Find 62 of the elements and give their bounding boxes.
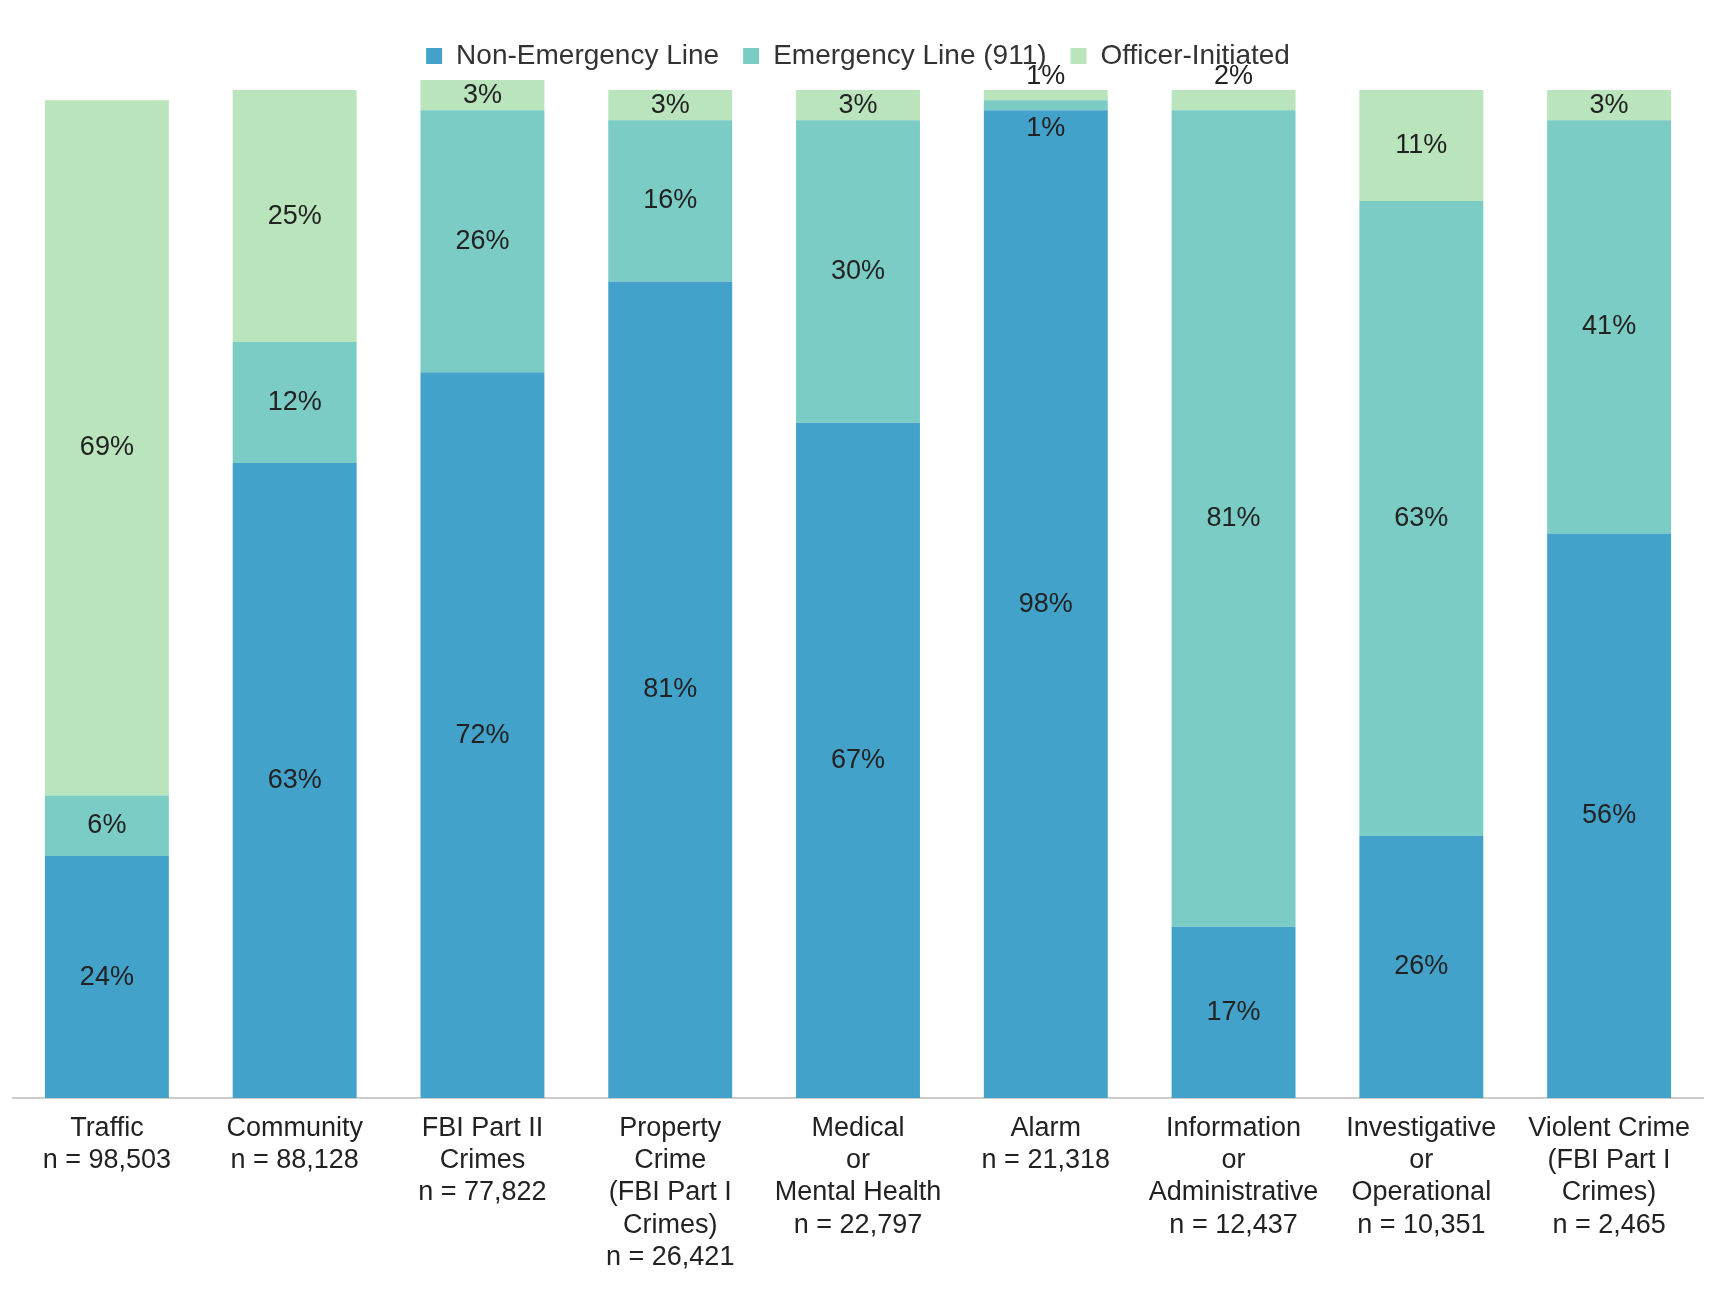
- bar: [1547, 120, 1672, 534]
- bar: [232, 463, 357, 1098]
- x-tick-label: Violent Crime (FBI Part I Crimes) n = 2,465: [1528, 1111, 1690, 1239]
- data-label: 3%: [1589, 88, 1629, 119]
- bar: [232, 90, 357, 343]
- bar: [796, 120, 920, 423]
- data-label: 17%: [1206, 995, 1261, 1026]
- data-label: 12%: [267, 385, 322, 416]
- bar: [1547, 90, 1672, 121]
- x-tick-label: Investigative or Operational n = 10,351: [1346, 1111, 1497, 1239]
- bar: [44, 100, 169, 796]
- legend-label: Non-Emergency Line: [456, 38, 720, 70]
- bar: [983, 110, 1108, 1098]
- bar: [1171, 110, 1296, 927]
- x-tick-label: Alarm n = 21,318: [981, 1111, 1110, 1175]
- data-label: 63%: [1394, 501, 1449, 532]
- bar: [608, 281, 733, 1098]
- bar: [420, 372, 545, 1098]
- bar: [1359, 835, 1484, 1098]
- bar: [44, 795, 169, 857]
- data-label: 63%: [267, 763, 322, 794]
- x-tick-label: Medical or Mental Health n = 22,797: [774, 1111, 942, 1239]
- bar: [608, 90, 733, 121]
- bar: [608, 120, 733, 282]
- data-label: 1%: [1026, 111, 1066, 142]
- x-tick-label: Property Crime (FBI Part I Crimes) n = 26,421: [606, 1111, 735, 1272]
- x-tick-label: FBI Part II Crimes n = 77,822: [418, 1111, 547, 1207]
- data-label: 69%: [79, 431, 134, 462]
- bar: [232, 342, 357, 464]
- bar: [1547, 533, 1672, 1098]
- bar: [1171, 90, 1296, 111]
- bar: [796, 90, 920, 121]
- data-label: 16%: [643, 184, 698, 215]
- data-label: 26%: [455, 224, 510, 255]
- bar: [1171, 926, 1296, 1098]
- data-label: 6%: [87, 809, 127, 840]
- data-label: 25%: [267, 199, 322, 230]
- data-label: 81%: [1206, 501, 1261, 532]
- data-label: 72%: [455, 718, 510, 749]
- bar: [1359, 90, 1484, 201]
- data-label: 67%: [830, 743, 886, 774]
- x-tick-label: Information or Administrative n = 12,437: [1148, 1111, 1319, 1239]
- data-label: 41%: [1582, 310, 1637, 341]
- bar: [420, 80, 545, 111]
- data-label: 3%: [838, 88, 878, 119]
- data-label: 3%: [462, 78, 502, 109]
- data-label: 3%: [650, 88, 690, 119]
- bar: [420, 110, 545, 373]
- data-label: 26%: [1394, 950, 1449, 981]
- data-label: 11%: [1395, 128, 1448, 159]
- x-tick-label: Community n = 88,128: [226, 1111, 364, 1175]
- bar: [1359, 200, 1484, 836]
- bar: [796, 422, 920, 1098]
- data-label: 81%: [643, 673, 698, 704]
- data-label: 56%: [1582, 799, 1637, 830]
- bar: [983, 100, 1108, 111]
- data-label: 98%: [1018, 587, 1073, 618]
- data-label: 30%: [830, 254, 886, 285]
- data-label: 24%: [79, 960, 134, 991]
- bar: [44, 856, 169, 1098]
- bar: [983, 90, 1108, 101]
- x-tick-label: Traffic n = 98,503: [42, 1111, 172, 1175]
